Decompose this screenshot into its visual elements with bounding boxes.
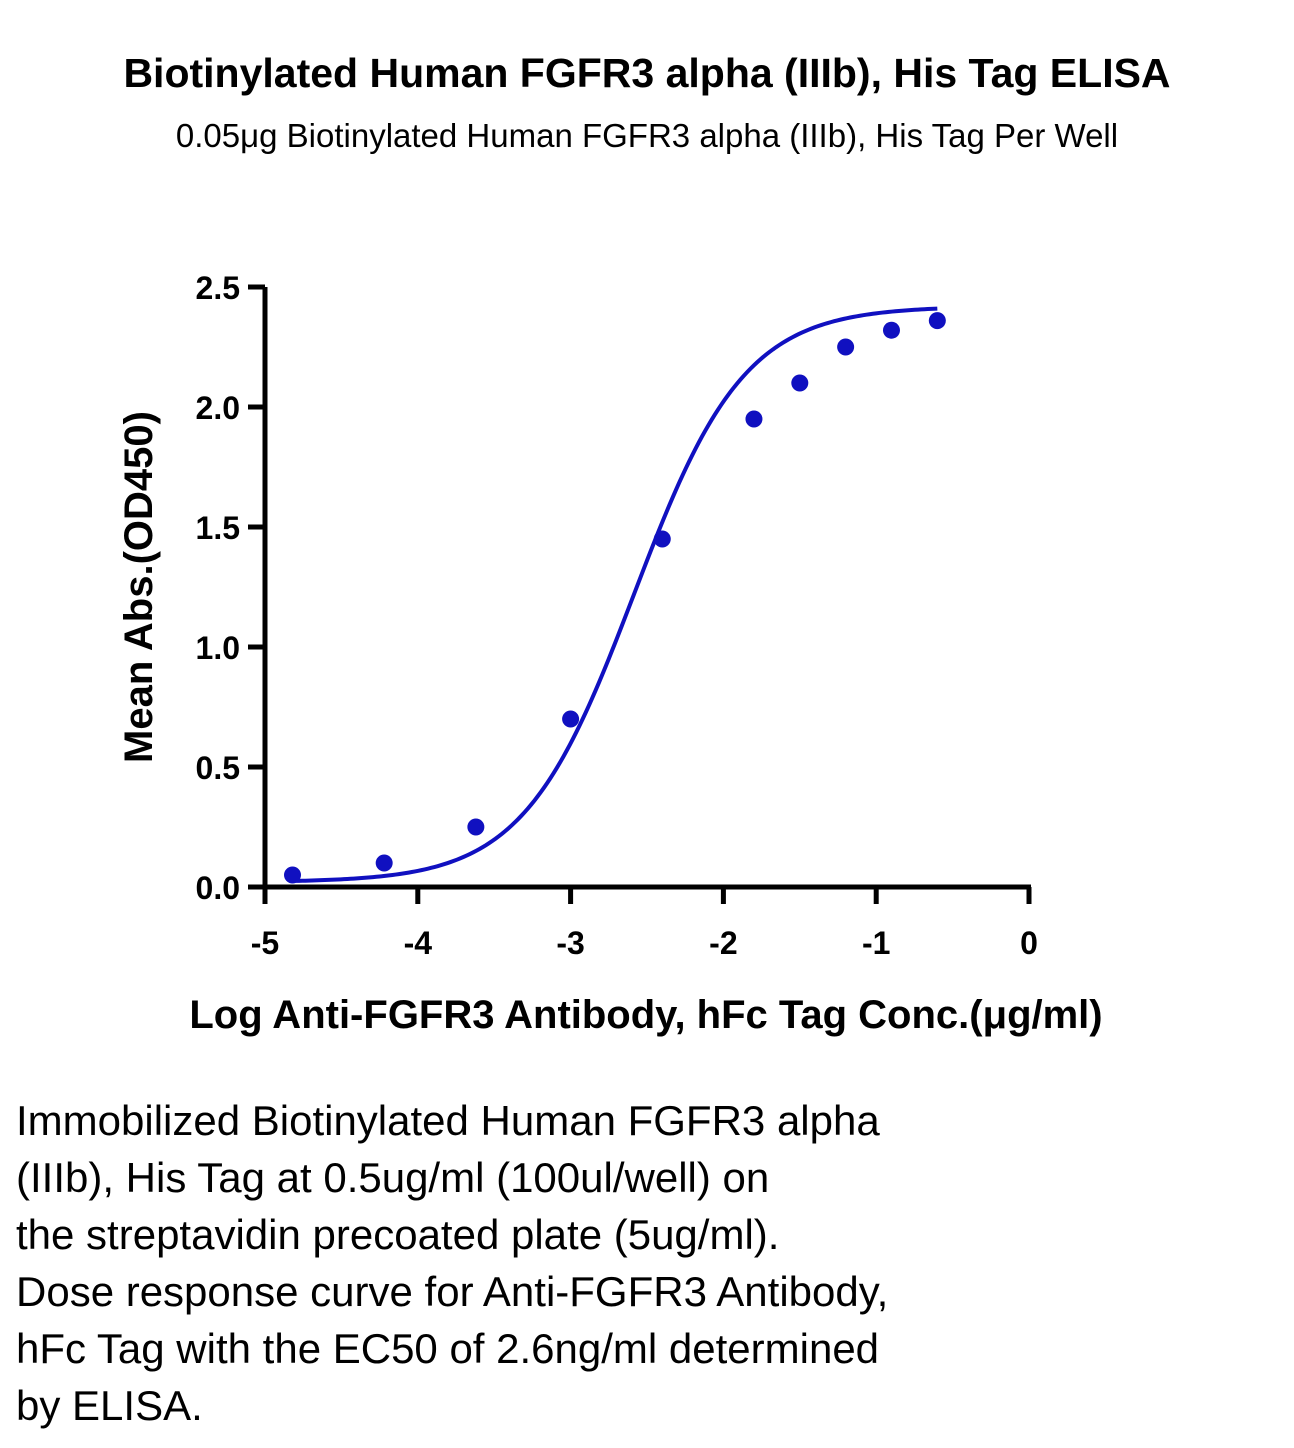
y-tick-label: 0.5 <box>196 750 240 786</box>
y-axis-title: Mean Abs.(OD450) <box>117 411 161 763</box>
x-tick-label: 0 <box>1020 925 1038 961</box>
data-point <box>791 374 809 392</box>
figure-caption: Immobilized Biotinylated Human FGFR3 alp… <box>16 1097 889 1429</box>
y-tick-label: 1.0 <box>196 630 240 666</box>
x-axis-title: Log Anti-FGFR3 Antibody, hFc Tag Conc.(μ… <box>189 993 1102 1037</box>
y-tick-label: 0.0 <box>196 870 240 906</box>
data-points <box>284 312 946 884</box>
x-tick-label: -1 <box>862 925 890 961</box>
fit-curve <box>292 306 938 883</box>
axes: 0.0 0.5 1.0 1.5 2.0 2.5 -5 -4 -3 -2 -1 0 <box>196 270 1038 961</box>
x-tick-label: -3 <box>556 925 584 961</box>
chart-subtitle: 0.05μg Biotinylated Human FGFR3 alpha (I… <box>175 117 1119 154</box>
x-tick-label: -5 <box>251 925 279 961</box>
data-point <box>653 530 671 548</box>
y-tick-label: 1.5 <box>196 510 240 546</box>
x-tick-label: -2 <box>709 925 737 961</box>
y-tick-label: 2.5 <box>196 270 240 306</box>
data-point <box>882 321 900 339</box>
data-point <box>284 866 302 884</box>
chart-title: Biotinylated Human FGFR3 alpha (IIIb), H… <box>123 50 1171 96</box>
data-point <box>928 312 946 330</box>
x-tick-label: -4 <box>404 925 433 961</box>
data-point <box>837 338 855 356</box>
data-point <box>467 818 485 836</box>
data-point <box>375 854 393 872</box>
y-tick-label: 2.0 <box>196 390 240 426</box>
data-point <box>745 410 763 428</box>
data-point <box>562 710 580 728</box>
dose-response-chart: 0.0 0.5 1.0 1.5 2.0 2.5 -5 -4 -3 -2 -1 0 Mean Abs.(… <box>117 270 1103 1037</box>
